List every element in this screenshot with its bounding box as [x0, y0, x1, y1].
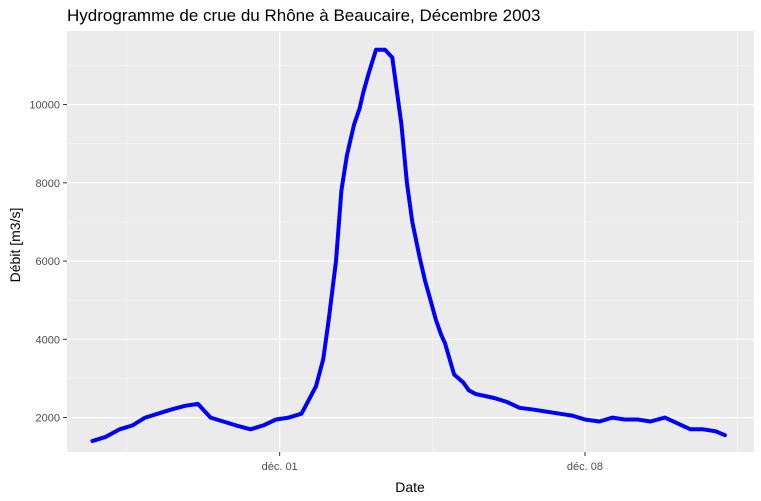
y-tick-label: 2000 — [36, 413, 60, 425]
x-tick-label: déc. 01 — [262, 461, 298, 473]
x-axis-title: Date — [395, 479, 425, 495]
y-tick-label: 6000 — [36, 256, 60, 268]
x-axis-ticks: déc. 01 déc. 08 — [262, 452, 603, 473]
y-tick-label: 10000 — [29, 100, 60, 112]
y-axis-title: Débit [m3/s] — [7, 208, 23, 283]
chart-title: Hydrogramme de crue du Rhône à Beaucaire… — [67, 6, 540, 25]
y-axis-ticks: 2000 4000 6000 8000 10000 — [29, 100, 67, 425]
plot-panel — [67, 31, 754, 452]
y-tick-label: 4000 — [36, 334, 60, 346]
discharge-series-line — [90, 47, 727, 443]
y-tick-label: 8000 — [36, 178, 60, 190]
x-tick-label: déc. 08 — [567, 461, 603, 473]
major-gridlines — [67, 31, 754, 452]
